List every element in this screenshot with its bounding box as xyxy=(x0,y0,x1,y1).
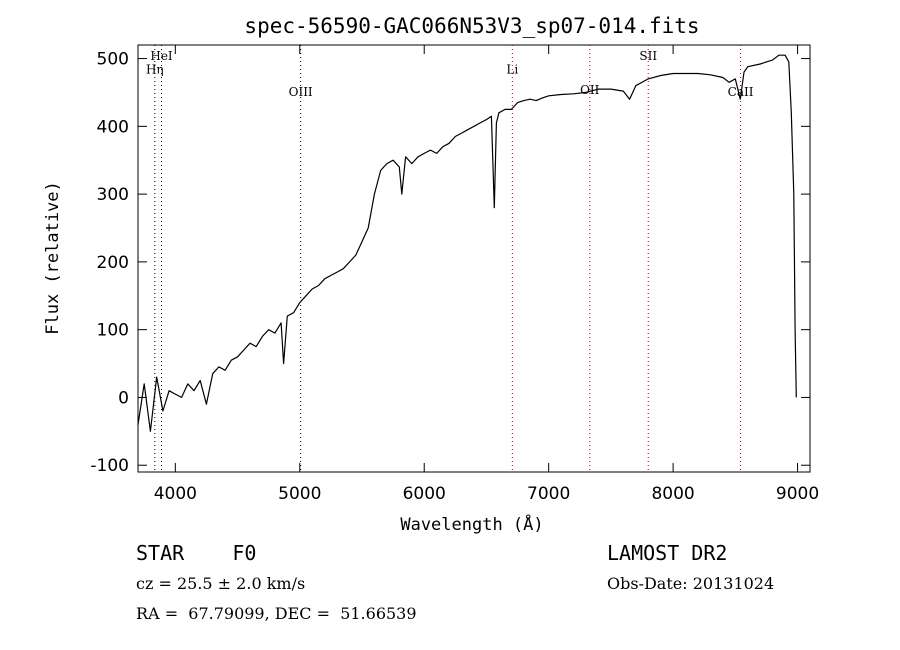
line-label-0: HeI xyxy=(150,49,173,63)
survey-name: LAMOST DR2 xyxy=(607,541,728,565)
y-tick-label-6: 500 xyxy=(97,50,129,70)
x-tick-label-4: 8000 xyxy=(651,484,694,504)
x-tick-label-0: 4000 xyxy=(154,484,197,504)
y-axis-label: Flux (relative) xyxy=(43,181,63,335)
spectrum-line-0 xyxy=(137,54,797,432)
x-tick-label-5: 9000 xyxy=(776,484,819,504)
axes: 4000 5000 6000 7000 8000 9000 -100 0 100 200 300 40… xyxy=(90,45,819,504)
plot-frame xyxy=(137,44,811,473)
chart-title: spec-56590-GAC066N53V3_sp07-014.fits xyxy=(244,14,699,38)
coordinates: RA = 67.79099, DEC = 51.66539 xyxy=(136,604,417,623)
observation-date: Obs-Date: 20131024 xyxy=(607,574,775,593)
y-tick-label-5: 400 xyxy=(97,117,129,137)
line-label-2: OIII xyxy=(289,85,313,99)
series-layer xyxy=(137,54,797,432)
y-tick-label-3: 200 xyxy=(97,253,129,273)
line-label-3: Li xyxy=(506,62,518,76)
line-label-6: CaII xyxy=(728,85,754,99)
object-class: STAR F0 xyxy=(136,541,257,565)
line-label-4: OII xyxy=(580,83,600,97)
redshift-cz: cz = 25.5 ± 2.0 km/s xyxy=(136,574,306,593)
line-label-5: SII xyxy=(639,49,657,63)
x-tick-label-2: 6000 xyxy=(403,484,446,504)
line-label-1: Hη xyxy=(146,62,164,76)
y-tick-label-2: 100 xyxy=(97,321,129,341)
x-tick-label-1: 5000 xyxy=(278,484,321,504)
x-axis-label: Wavelength (Å) xyxy=(400,513,543,535)
y-tick-label-1: 0 xyxy=(118,388,129,408)
y-tick-label-4: 300 xyxy=(97,185,129,205)
x-tick-label-3: 7000 xyxy=(527,484,570,504)
y-tick-label-0: -100 xyxy=(90,456,129,476)
